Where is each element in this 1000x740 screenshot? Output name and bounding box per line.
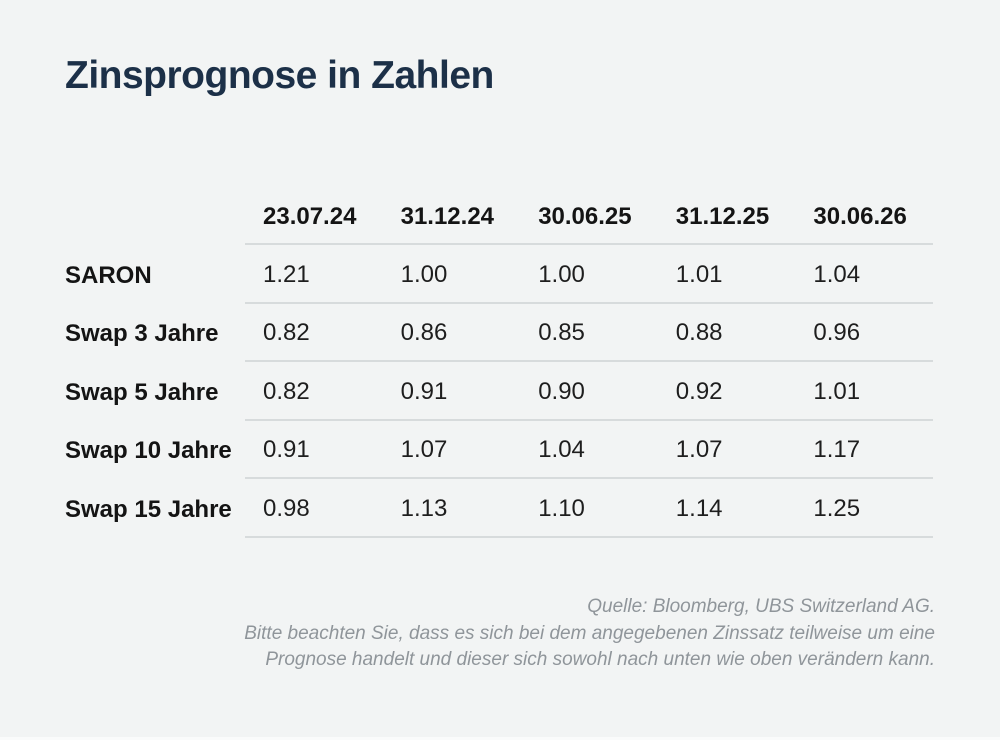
column-header: 23.07.24 [245, 190, 383, 245]
disclaimer-line-2: Prognose handelt und dieser sich sowohl … [265, 649, 935, 670]
table-cell: 0.90 [520, 362, 658, 421]
page-title: Zinsprognose in Zahlen [65, 54, 494, 97]
table-cell: 0.98 [245, 479, 383, 538]
table-cell: 1.17 [795, 421, 933, 479]
table-cell: 0.85 [520, 304, 658, 362]
table-cell: 1.07 [657, 421, 796, 479]
table-corner-cell [65, 190, 245, 245]
row-label: Swap 10 Jahre [65, 437, 232, 465]
column-header: 30.06.25 [520, 190, 658, 245]
table-cell: 1.21 [245, 245, 383, 304]
table-cell: 1.04 [520, 421, 658, 479]
table-cell: 0.86 [382, 304, 521, 362]
table-cell: 0.82 [245, 304, 383, 362]
column-header: 30.06.26 [795, 190, 933, 245]
row-label: Swap 5 Jahre [65, 378, 219, 406]
table-cell: 1.00 [382, 245, 521, 304]
table-cell: 0.96 [795, 304, 933, 362]
table-cell: 1.13 [382, 479, 521, 538]
table-cell: 1.01 [795, 362, 933, 421]
row-label: Swap 3 Jahre [65, 320, 219, 348]
table-cell: 1.01 [657, 245, 796, 304]
rates-table: 23.07.24 31.12.24 30.06.25 31.12.25 30.0… [65, 190, 933, 538]
column-header: 31.12.24 [382, 190, 521, 245]
table-cell: 0.91 [382, 362, 521, 421]
table-cell: 0.82 [245, 362, 383, 421]
table-cell: 0.92 [657, 362, 796, 421]
column-header: 31.12.25 [657, 190, 796, 245]
source-line: Quelle: Bloomberg, UBS Switzerland AG. [587, 596, 935, 617]
row-label: Swap 15 Jahre [65, 495, 232, 523]
disclaimer-line-1: Bitte beachten Sie, dass es sich bei dem… [244, 622, 935, 644]
table-cell: 1.07 [382, 421, 521, 479]
bottom-edge-strip [0, 737, 1000, 740]
table-cell: 1.00 [520, 245, 658, 304]
source-note: Quelle: Bloomberg, UBS Switzerland AG. B… [244, 594, 935, 674]
table-cell: 1.04 [795, 245, 933, 304]
table-cell: 0.91 [245, 421, 383, 479]
row-label: SARON [65, 261, 152, 289]
table-cell: 1.25 [795, 479, 933, 538]
table-cell: 0.88 [657, 304, 796, 362]
table-cell: 1.10 [520, 479, 658, 538]
table-cell: 1.14 [657, 479, 796, 538]
